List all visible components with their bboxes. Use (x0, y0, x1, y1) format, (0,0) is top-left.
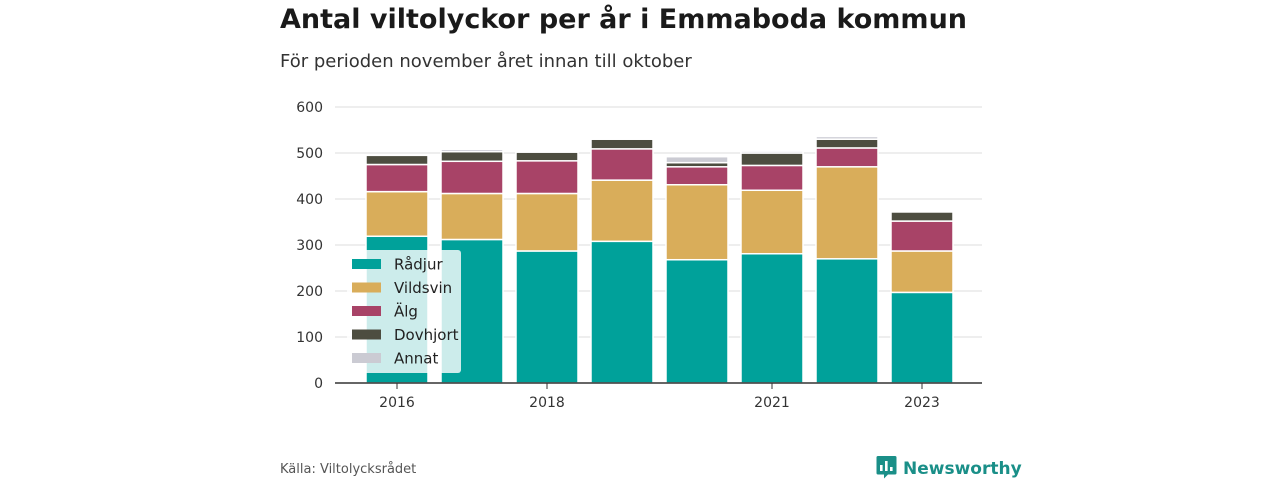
bar-segment-rådjur-2021 (741, 254, 803, 383)
legend-label-rådjur: Rådjur (394, 256, 443, 274)
bar-chart-logo-icon (876, 455, 897, 483)
bar-segment-annat-2017 (441, 149, 503, 151)
bar-segment-vildsvin-2023 (891, 251, 953, 292)
x-tick-label: 2021 (754, 395, 790, 411)
y-tick-label: 300 (296, 238, 323, 254)
source-note: Källa: Viltolycksrådet (280, 462, 416, 477)
bar-segment-vildsvin-2022 (816, 167, 878, 259)
bar-segment-vildsvin-2018 (516, 193, 578, 251)
legend-label-vildsvin: Vildsvin (394, 279, 452, 297)
y-tick-label: 100 (296, 330, 323, 346)
bar-segment-dovhjort-2022 (816, 139, 878, 148)
brand-logo: Newsworthy (876, 455, 1022, 483)
bar-segment-älg-2020 (666, 167, 728, 185)
bar-segment-dovhjort-2019 (591, 139, 653, 149)
legend-swatch-vildsvin (352, 283, 381, 293)
bar-segment-älg-2018 (516, 161, 578, 194)
bar-segment-vildsvin-2019 (591, 180, 653, 241)
bar-segment-rådjur-2019 (591, 241, 653, 383)
bar-segment-dovhjort-2021 (741, 153, 803, 165)
bar-segment-annat-2022 (816, 136, 878, 139)
legend-label-dovhjort: Dovhjort (394, 326, 459, 344)
legend-swatch-älg (352, 306, 381, 316)
bar-segment-älg-2022 (816, 148, 878, 167)
legend-label-annat: Annat (394, 350, 438, 368)
y-tick-label: 500 (296, 146, 323, 162)
x-tick-label: 2016 (379, 395, 415, 411)
y-tick-label: 0 (314, 376, 323, 392)
bar-segment-vildsvin-2020 (666, 185, 728, 260)
x-tick-label: 2023 (904, 395, 940, 411)
legend-swatch-rådjur (352, 259, 381, 269)
legend-swatch-dovhjort (352, 330, 381, 340)
y-tick-label: 200 (296, 284, 323, 300)
x-tick-label: 2018 (529, 395, 565, 411)
y-tick-label: 400 (296, 192, 323, 208)
legend-label-älg: Älg (394, 302, 418, 321)
brand-name: Newsworthy (903, 459, 1022, 479)
bar-segment-dovhjort-2023 (891, 212, 953, 221)
y-tick-label: 600 (296, 100, 323, 116)
bar-segment-dovhjort-2017 (441, 152, 503, 162)
bar-segment-älg-2019 (591, 149, 653, 180)
bar-segment-annat-2020 (666, 157, 728, 163)
bar-segment-rådjur-2022 (816, 259, 878, 383)
bar-segment-annat-2021 (741, 151, 803, 153)
bar-segment-vildsvin-2016 (366, 192, 428, 237)
bar-segment-vildsvin-2021 (741, 190, 803, 253)
bar-segment-älg-2023 (891, 221, 953, 251)
bar-segment-älg-2021 (741, 165, 803, 190)
bar-segment-dovhjort-2018 (516, 152, 578, 161)
legend-swatch-annat (352, 353, 381, 363)
bar-segment-rådjur-2020 (666, 260, 728, 383)
bar-segment-älg-2016 (366, 165, 428, 192)
bar-segment-vildsvin-2017 (441, 193, 503, 239)
bar-segment-rådjur-2023 (891, 292, 953, 383)
bar-segment-rådjur-2018 (516, 251, 578, 383)
bar-segment-älg-2017 (441, 161, 503, 193)
bar-segment-annat-2016 (366, 154, 428, 155)
bar-segment-dovhjort-2016 (366, 155, 428, 164)
